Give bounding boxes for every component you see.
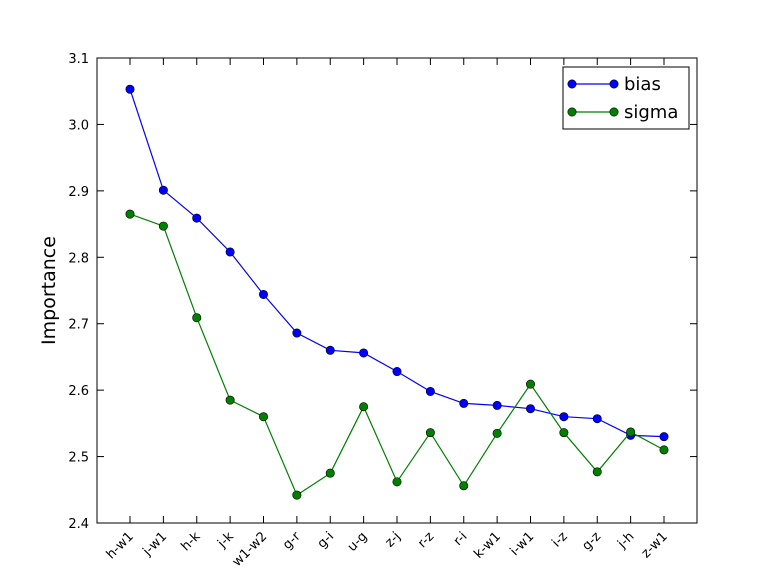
- data-point-bias: [292, 328, 302, 338]
- series-bias: [125, 84, 669, 442]
- y-axis: 2.4 2.5 2.6 2.7 2.8 2.9 3.0 3.1: [68, 52, 697, 532]
- data-point-sigma: [125, 209, 135, 219]
- data-point-sigma: [659, 445, 669, 455]
- legend-label-bias: bias: [624, 74, 661, 95]
- x-tick-label: j-k: [214, 529, 237, 552]
- legend-marker-bias: [567, 79, 577, 89]
- data-point-bias: [492, 400, 502, 410]
- x-tick-label: g-i: [315, 529, 337, 551]
- data-point-bias: [559, 412, 569, 422]
- legend-label-sigma: sigma: [624, 102, 678, 123]
- data-point-sigma: [258, 412, 268, 422]
- data-point-bias: [125, 84, 135, 94]
- x-tick-label: r-z: [415, 529, 437, 551]
- series-line-bias: [129, 89, 665, 438]
- data-point-sigma: [525, 379, 535, 389]
- data-point-bias: [192, 213, 202, 223]
- x-tick-label: h-w1: [104, 529, 137, 562]
- x-tick-label: j-h: [614, 529, 637, 552]
- data-point-sigma: [158, 221, 168, 231]
- x-tick-label: i-w1: [507, 529, 537, 559]
- y-tick-label: 2.8: [68, 251, 89, 266]
- legend-entry-bias: bias: [567, 74, 661, 95]
- data-point-sigma: [626, 427, 636, 437]
- data-point-sigma: [392, 477, 402, 487]
- series-layer: [125, 84, 669, 500]
- x-tick-label: r-i: [451, 529, 471, 549]
- data-point-sigma: [225, 395, 235, 405]
- legend-box: [562, 66, 690, 130]
- x-tick-label: w1-w2: [230, 529, 271, 570]
- x-tick-label: i-z: [549, 529, 570, 550]
- x-tick-label: u-g: [345, 529, 371, 555]
- y-tick-label: 3.0: [68, 118, 89, 133]
- data-point-sigma: [359, 402, 369, 412]
- legend-marker-bias: [609, 79, 619, 89]
- data-point-sigma: [459, 481, 469, 491]
- data-point-sigma: [592, 467, 602, 477]
- data-point-bias: [592, 414, 602, 424]
- y-tick-label: 2.7: [68, 318, 89, 333]
- legend-marker-sigma: [609, 107, 619, 117]
- x-tick-label: z-j: [383, 529, 404, 550]
- series-line-sigma: [129, 213, 665, 496]
- x-tick-label: h-k: [178, 529, 203, 554]
- x-tick-label: g-z: [579, 529, 604, 554]
- x-axis: h-w1 j-w1 h-k j-kw1-w2 g-r g-i u-g z-j r-z r-i k-w…: [104, 58, 671, 570]
- x-tick-label: g-r: [280, 529, 304, 553]
- data-point-bias: [325, 345, 335, 355]
- y-tick-label: 3.1: [68, 52, 89, 67]
- x-tick-label: k-w1: [471, 529, 504, 562]
- legend-entry-sigma: sigma: [567, 102, 678, 123]
- data-point-sigma: [292, 490, 302, 500]
- data-point-bias: [359, 348, 369, 358]
- data-point-sigma: [492, 428, 502, 438]
- data-point-bias: [392, 367, 402, 377]
- x-tick-label: j-w1: [140, 529, 171, 560]
- data-point-sigma: [192, 313, 202, 323]
- data-point-bias: [525, 404, 535, 414]
- y-tick-label: 2.4: [68, 517, 89, 532]
- data-point-sigma: [325, 468, 335, 478]
- data-point-bias: [225, 247, 235, 257]
- y-tick-label: 2.9: [68, 185, 89, 200]
- data-point-bias: [158, 185, 168, 195]
- data-point-bias: [258, 289, 268, 299]
- y-axis-label: Importance: [38, 236, 60, 345]
- x-tick-label: z-w1: [639, 529, 671, 561]
- legend-marker-sigma: [567, 107, 577, 117]
- data-point-bias: [659, 432, 669, 442]
- y-tick-label: 2.6: [68, 384, 89, 399]
- data-point-bias: [425, 386, 435, 396]
- y-tick-label: 2.5: [68, 451, 89, 466]
- data-point-sigma: [559, 428, 569, 438]
- series-sigma: [125, 209, 669, 500]
- legend: bias sigma: [562, 66, 690, 130]
- data-point-sigma: [425, 428, 435, 438]
- data-point-bias: [459, 398, 469, 408]
